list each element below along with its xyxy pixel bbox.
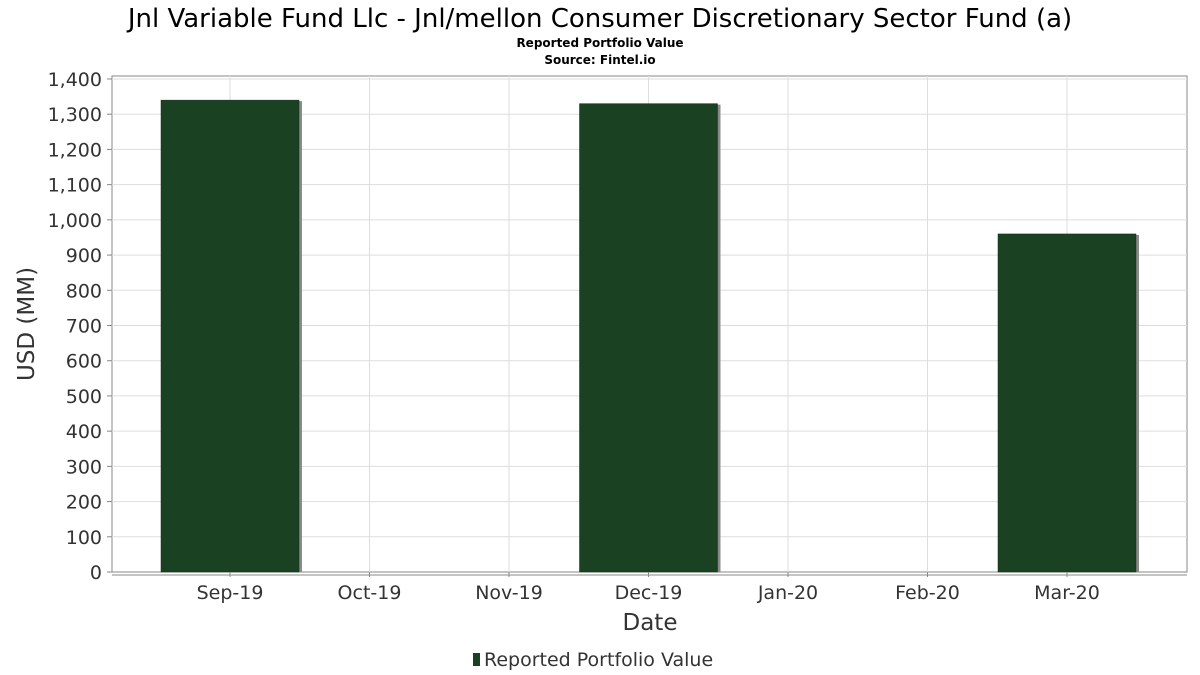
y-tick-label: 1,200 — [48, 139, 102, 161]
y-tick-label: 900 — [66, 245, 102, 267]
y-tick-label: 800 — [66, 280, 102, 302]
chart-title: Jnl Variable Fund Llc - Jnl/mellon Consu… — [126, 4, 1072, 34]
y-tick-label: 200 — [66, 492, 102, 514]
x-tick-label: Oct-19 — [338, 582, 402, 604]
y-tick-label: 1,300 — [48, 104, 102, 126]
bars — [160, 99, 1139, 573]
y-axis-label: USD (MM) — [14, 267, 40, 381]
x-tick-label: Jan-20 — [757, 582, 818, 604]
legend: Reported Portfolio Value — [473, 649, 713, 671]
x-tick-label: Feb-20 — [895, 582, 960, 604]
x-tick-label: Sep-19 — [197, 582, 264, 604]
y-tick-label: 700 — [66, 316, 102, 338]
y-tick-label: 500 — [66, 386, 102, 408]
y-tick-label: 400 — [66, 421, 102, 443]
y-tick-label: 100 — [66, 527, 102, 549]
chart-subtitle: Reported Portfolio Value — [516, 36, 683, 50]
y-tick-label: 0 — [90, 562, 102, 584]
bar — [997, 233, 1137, 573]
legend-swatch — [473, 653, 480, 666]
y-tick-label: 1,000 — [48, 210, 102, 232]
x-tick-label: Mar-20 — [1034, 582, 1100, 604]
legend-label: Reported Portfolio Value — [484, 649, 713, 671]
x-axis-label: Date — [623, 610, 678, 636]
y-tick-label: 600 — [66, 351, 102, 373]
x-axis-ticks: Sep-19 Oct-19 Nov-19 Dec-19 Jan-20 Feb-20 Mar-… — [112, 572, 1187, 604]
y-tick-label: 300 — [66, 456, 102, 478]
bar — [579, 103, 718, 573]
chart-source: Source: Fintel.io — [544, 53, 655, 67]
x-tick-label: Dec-19 — [615, 582, 683, 604]
y-tick-label: 1,100 — [48, 175, 102, 197]
bar — [160, 99, 300, 573]
y-axis-ticks: 0 100 200 300 400 500 600 700 800 900 1,000 1,100 1,… — [48, 69, 112, 584]
y-tick-label: 1,400 — [48, 69, 102, 91]
x-tick-label: Nov-19 — [475, 582, 543, 604]
